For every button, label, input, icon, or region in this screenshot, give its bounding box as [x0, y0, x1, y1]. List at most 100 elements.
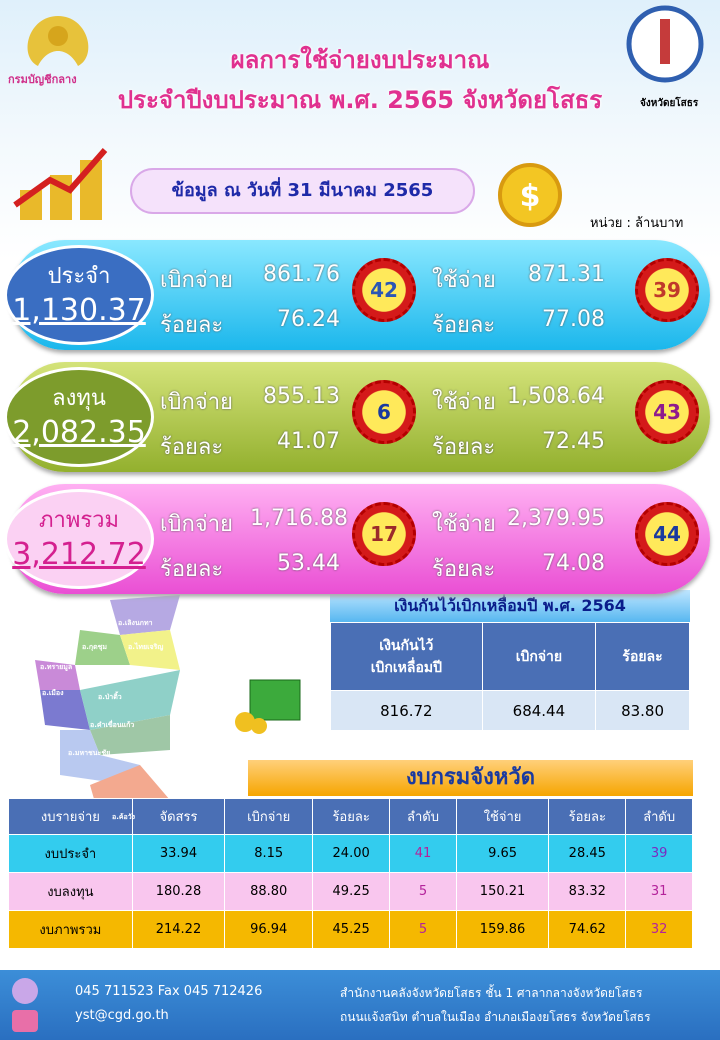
- header-cell: ร้อยละ: [312, 798, 391, 835]
- logo-left-text: กรมบัญชีกลาง: [8, 73, 77, 86]
- value: 77.08: [542, 307, 605, 332]
- rank-badge: 6: [352, 380, 416, 444]
- cell: 88.80: [224, 872, 314, 911]
- rank-badge: 42: [352, 258, 416, 322]
- cell: 5: [389, 872, 457, 911]
- cell: 39: [625, 834, 693, 873]
- cell: 150.21: [455, 872, 550, 911]
- value: 855.13: [263, 384, 340, 409]
- cell: 8.15: [224, 834, 314, 873]
- row: 816.72 684.44 83.80: [330, 690, 690, 731]
- summary-total: 3,212.72: [12, 537, 146, 572]
- phone-icon: [12, 978, 38, 1004]
- cell: งบลงทุน: [8, 872, 133, 911]
- cell: 83.80: [595, 690, 690, 731]
- header-cell: เบิกจ่าย: [224, 798, 314, 835]
- cell: 24.00: [312, 834, 391, 873]
- unit: หน่วย : ล้านบาท: [590, 216, 684, 231]
- row: งบประจำ 33.94 8.15 24.00 41 9.65 28.45 39: [8, 834, 693, 873]
- cell: 31: [625, 872, 693, 911]
- logo-right: [626, 5, 704, 83]
- header-cell: ใช้จ่าย: [455, 798, 550, 835]
- cell: 49.25: [312, 872, 391, 911]
- label: ใช้จ่าย: [432, 390, 496, 415]
- label: ร้อยละ: [432, 435, 496, 460]
- value: 871.31: [528, 262, 605, 287]
- provincial-title: งบกรมจังหวัด: [248, 760, 693, 796]
- label: เบิกจ่าย: [160, 390, 233, 415]
- money-icon: [235, 679, 301, 734]
- cell: 28.45: [548, 834, 627, 873]
- cell: 74.62: [548, 910, 627, 949]
- cell: 45.25: [312, 910, 391, 949]
- row: งบลงทุน 180.28 88.80 49.25 5 150.21 83.32 31: [8, 872, 693, 911]
- label: ใช้จ่าย: [432, 268, 496, 293]
- district-label: อ.ทรายมูล: [40, 663, 73, 671]
- carryover-title: เงินกันไว้เบิกเหลื่อมปี พ.ศ. 2564: [330, 590, 690, 622]
- summary-total: 2,082.35: [12, 415, 146, 450]
- subtitle: ประจำปีงบประมาณ พ.ศ. 2565 จังหวัดยโสธร: [117, 86, 603, 114]
- header-cell: ลำดับ: [389, 798, 457, 835]
- cell: 5: [389, 910, 457, 949]
- header-cell: จัดสรร: [131, 798, 226, 835]
- logo-left: [27, 16, 89, 66]
- label: เบิกจ่าย: [160, 512, 233, 537]
- value: 72.45: [542, 429, 605, 454]
- value: 41.07: [277, 429, 340, 454]
- row: งบภาพรวม 214.22 96.94 45.25 5 159.86 74.62 32: [8, 910, 693, 949]
- header-cell: งบรายจ่าย: [8, 798, 133, 835]
- cell: 32: [625, 910, 693, 949]
- rank-badge: 39: [635, 258, 699, 322]
- district-label: อ.มหาชนะชัย: [68, 749, 111, 757]
- header-row: เงินกันไว้ เบิกเหลื่อมปี เบิกจ่าย ร้อยละ: [330, 622, 690, 691]
- cell: 816.72: [330, 690, 483, 731]
- cell: 96.94: [224, 910, 314, 949]
- cell: 83.32: [548, 872, 627, 911]
- cell: 9.65: [455, 834, 550, 873]
- value: 53.44: [277, 551, 340, 576]
- carryover-table: เงินกันไว้ เบิกเหลื่อมปี เบิกจ่าย ร้อยละ 81…: [330, 622, 690, 731]
- header-cell: ลำดับ: [625, 798, 693, 835]
- summary-label: ลงทุน: [52, 386, 106, 411]
- footer: 045 711523 Fax 045 712426 yst@cgd.go.th …: [0, 970, 720, 1040]
- value: 76.24: [277, 307, 340, 332]
- label: เบิกจ่าย: [160, 268, 233, 293]
- header-cell: ร้อยละ: [595, 622, 690, 691]
- logo-right-text: จังหวัดยโสธร: [640, 98, 699, 109]
- cell: 159.86: [455, 910, 550, 949]
- cell: 180.28: [131, 872, 226, 911]
- header-cell: เบิกจ่าย: [481, 622, 597, 691]
- value: 74.08: [542, 551, 605, 576]
- coins-icon: [13, 148, 108, 220]
- summary-total-box: ประจำ 1,130.37: [4, 245, 154, 345]
- label: ร้อยละ: [160, 557, 224, 582]
- summary-label: ภาพรวม: [38, 508, 120, 533]
- district-label: อ.เมือง: [42, 689, 64, 697]
- header-row: งบรายจ่าย จัดสรร เบิกจ่าย ร้อยละ ลำดับ ใช้จ่า…: [8, 798, 693, 835]
- summary-total-box: ภาพรวม 3,212.72: [4, 489, 154, 589]
- address: ถนนแจ้งสนิท ตำบลในเมือง อำเภอเมืองยโสธร …: [340, 1010, 651, 1024]
- phone: 045 711523 Fax 045 712426: [75, 984, 263, 999]
- email: yst@cgd.go.th: [75, 1008, 169, 1023]
- district-label: อ.ไทยเจริญ: [128, 643, 164, 651]
- summary-total: 1,130.37: [12, 293, 146, 328]
- summary-label: ประจำ: [47, 264, 111, 289]
- label: ร้อยละ: [432, 557, 496, 582]
- coin-icon: $: [498, 163, 562, 227]
- header-cell: ร้อยละ: [548, 798, 627, 835]
- label: ร้อยละ: [160, 435, 224, 460]
- rank-badge: 17: [352, 502, 416, 566]
- title: ผลการใช้จ่ายงบประมาณ: [230, 46, 490, 74]
- cell: งบภาพรวม: [8, 910, 133, 949]
- label: ใช้จ่าย: [432, 512, 496, 537]
- provincial-table: งบรายจ่าย จัดสรร เบิกจ่าย ร้อยละ ลำดับ ใช้จ่า…: [8, 798, 693, 949]
- district-label: อ.เลิงนกทา: [118, 619, 153, 627]
- cell: งบประจำ: [8, 834, 133, 873]
- cell: 33.94: [131, 834, 226, 873]
- district-label: อ.คำเขื่อนแก้ว: [90, 721, 135, 729]
- value: 861.76: [263, 262, 340, 287]
- date: ข้อมูล ณ วันที่ 31 มีนาคม 2565: [130, 168, 475, 214]
- rank-badge: 43: [635, 380, 699, 444]
- svg-text:$: $: [520, 179, 541, 214]
